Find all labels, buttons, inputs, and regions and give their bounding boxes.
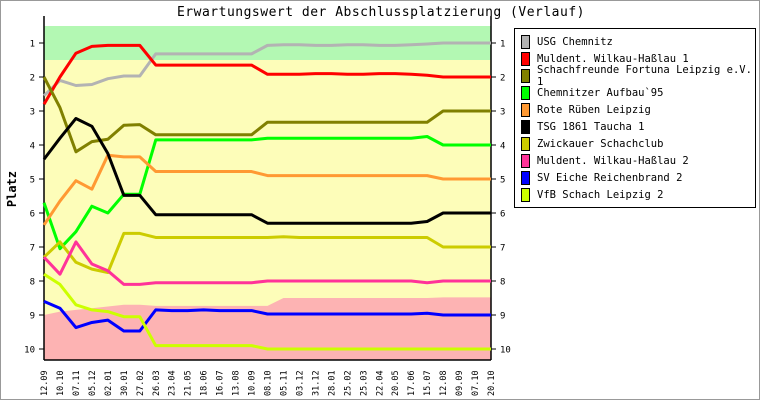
y-tick-label-right: 8 (500, 278, 505, 288)
legend-label: Muldent. Wilkau-Haßlau 1 (537, 52, 689, 65)
x-tick-label: 26.03 (152, 370, 162, 396)
legend-label: SV Eiche Reichenbrand 2 (537, 171, 683, 184)
y-tick-label: 7 (30, 244, 35, 254)
legend-item: Rote Rüben Leipzig (521, 101, 755, 118)
series-line (42, 43, 491, 105)
x-tick-label: 16.07 (216, 370, 226, 396)
legend-swatch (521, 68, 530, 83)
x-tick-label: 07.11 (72, 370, 82, 396)
x-tick-label: 07.10 (471, 370, 481, 396)
y-tick-label: 8 (30, 278, 35, 288)
legend-label: Muldent. Wilkau-Haßlau 2 (537, 154, 689, 167)
x-tick-label: 10.09 (248, 370, 258, 396)
legend-item: USG Chemnitz (521, 33, 755, 50)
y-tick-label-right: 1 (500, 40, 505, 50)
legend-label: Zwickauer Schachclub (537, 137, 664, 150)
y-tick-label: 4 (30, 142, 35, 152)
legend-label: VfB Schach Leipzig 2 (537, 188, 664, 201)
y-tick-label: 1 (30, 40, 35, 50)
series-line (42, 41, 491, 97)
legend: USG Chemnitz Muldent. Wilkau-Haßlau 1 Scha… (514, 28, 756, 208)
x-tick-label: 31.12 (311, 370, 321, 396)
series-line (42, 135, 491, 251)
x-tick-label: 28.01 (327, 370, 337, 396)
legend-item: SV Eiche Reichenbrand 2 (521, 169, 755, 186)
x-tick-label: 22.04 (375, 370, 385, 396)
legend-swatch (521, 170, 530, 185)
legend-item: Chemnitzer Aufbau`95 (521, 84, 755, 101)
legend-swatch (521, 51, 530, 66)
x-tick-label: 21.05 (184, 370, 194, 396)
x-tick-label: 12.09 (40, 370, 50, 396)
legend-item: TSG 1861 Taucha 1 (521, 118, 755, 135)
y-tick-label-right: 2 (500, 74, 505, 84)
x-tick-label: 17.06 (407, 370, 417, 396)
series-line (42, 76, 491, 154)
y-tick-label: 2 (30, 74, 35, 84)
series-line (43, 300, 491, 333)
x-tick-label: 05.11 (279, 370, 289, 396)
x-tick-label: 10.10 (56, 370, 66, 396)
series-line (43, 272, 491, 351)
x-tick-label: 02.01 (104, 370, 114, 396)
x-tick-label: 25.03 (359, 370, 369, 396)
x-tick-label: 23.04 (168, 370, 178, 396)
y-tick-label-right: 5 (500, 176, 505, 186)
legend-swatch (521, 187, 530, 202)
x-tick-label: 05.12 (88, 370, 98, 396)
y-tick-label: 10 (24, 346, 35, 356)
y-tick-label-right: 3 (500, 108, 505, 118)
y-tick-label-right: 7 (500, 244, 505, 254)
series-line (42, 153, 491, 226)
legend-item: Schachfreunde Fortuna Leipzig e.V. 1 (521, 64, 755, 88)
series-line (42, 240, 491, 286)
legend-swatch (521, 119, 530, 134)
legend-swatch (521, 34, 530, 49)
x-tick-label: 13.08 (232, 370, 242, 396)
x-tick-label: 18.06 (200, 370, 210, 396)
x-tick-label: 25.02 (343, 370, 353, 396)
y-tick-label-right: 10 (500, 346, 511, 356)
y-tick-label-right: 4 (500, 142, 505, 152)
legend-swatch (521, 136, 530, 151)
y-tick-label: 5 (30, 176, 35, 186)
legend-item: Muldent. Wilkau-Haßlau 2 (521, 152, 755, 169)
legend-item: VfB Schach Leipzig 2 (521, 186, 755, 203)
x-tick-label: 30.01 (120, 370, 130, 396)
x-tick-label: 20.05 (391, 370, 401, 396)
legend-item: Muldent. Wilkau-Haßlau 1 (521, 50, 755, 67)
x-tick-label: 27.02 (136, 370, 146, 396)
x-tick-label: 08.10 (264, 370, 274, 396)
x-tick-label: 09.09 (455, 370, 465, 396)
legend-label: Schachfreunde Fortuna Leipzig e.V. 1 (537, 63, 752, 88)
x-tick-label: 03.12 (295, 370, 305, 396)
legend-swatch (521, 153, 530, 168)
series-line (42, 231, 491, 274)
legend-label: TSG 1861 Taucha 1 (537, 120, 645, 133)
legend-swatch (521, 85, 530, 100)
x-tick-label: 15.07 (423, 370, 433, 396)
y-tick-label: 9 (30, 312, 35, 322)
legend-label: Chemnitzer Aufbau`95 (537, 86, 664, 99)
legend-swatch (521, 102, 530, 117)
y-tick-label-right: 9 (500, 312, 505, 322)
chart-title: Erwartungswert der Abschlussplatzierung … (176, 5, 585, 20)
x-tick-label: 12.08 (439, 370, 449, 396)
y-tick-label: 3 (30, 108, 35, 118)
band-relegation (44, 297, 491, 360)
series-line (42, 116, 491, 225)
legend-item: Zwickauer Schachclub (521, 135, 755, 152)
legend-label: USG Chemnitz (537, 35, 613, 48)
x-tick-label: 20.10 (487, 370, 497, 396)
y-tick-label-right: 6 (500, 210, 505, 220)
legend-label: Rote Rüben Leipzig (537, 103, 651, 116)
y-tick-label: 6 (30, 210, 35, 220)
